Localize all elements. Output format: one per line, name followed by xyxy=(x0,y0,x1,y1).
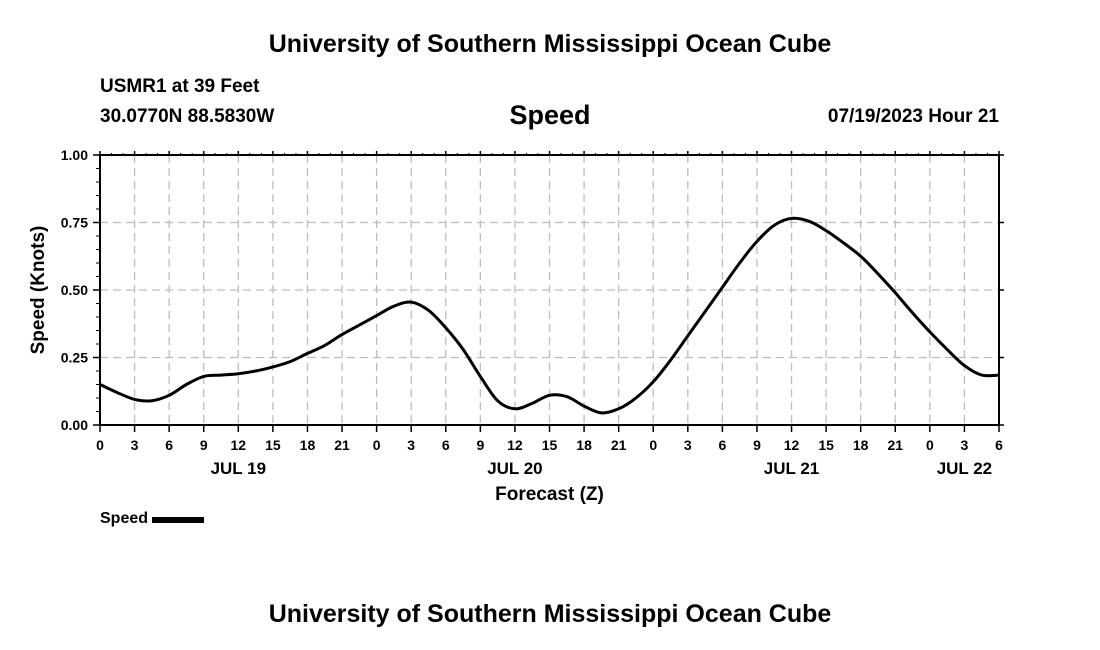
y-tick-label: 0.75 xyxy=(61,215,88,231)
x-tick-label: 12 xyxy=(231,437,247,453)
x-tick-label: 3 xyxy=(684,437,692,453)
y-axis-title: Speed (Knots) xyxy=(28,226,49,355)
x-tick-label: 3 xyxy=(131,437,139,453)
coordinates-label: 30.0770N 88.5830W xyxy=(100,106,275,127)
x-tick-label: 9 xyxy=(476,437,484,453)
x-tick-label: 3 xyxy=(961,437,969,453)
page-title: University of Southern Mississippi Ocean… xyxy=(268,30,832,58)
date-label: JUL 20 xyxy=(487,459,542,478)
forecast-datetime: 07/19/2023 Hour 21 xyxy=(827,106,999,127)
x-tick-label: 0 xyxy=(649,437,657,453)
legend-swatch-speed xyxy=(152,517,205,523)
x-tick-label: 18 xyxy=(853,437,869,453)
x-tick-label: 0 xyxy=(373,437,381,453)
x-tick-label: 6 xyxy=(995,437,1003,453)
grid xyxy=(100,155,999,425)
y-tick-label: 0.25 xyxy=(61,350,88,366)
x-tick-label: 0 xyxy=(926,437,934,453)
x-tick-label: 9 xyxy=(753,437,761,453)
date-label: JUL 22 xyxy=(937,459,992,478)
legend: Speed xyxy=(100,510,205,528)
y-tick-label: 1.00 xyxy=(61,147,88,163)
x-tick-label: 3 xyxy=(407,437,415,453)
x-tick-label: 12 xyxy=(784,437,800,453)
x-tick-label: 9 xyxy=(200,437,208,453)
x-tick-label: 6 xyxy=(165,437,173,453)
x-tick-label: 15 xyxy=(818,437,834,453)
x-tick-label: 18 xyxy=(576,437,592,453)
x-tick-label: 15 xyxy=(265,437,281,453)
y-tick-label: 0.00 xyxy=(61,417,88,433)
x-tick-label: 21 xyxy=(887,437,903,453)
date-label: JUL 19 xyxy=(211,459,266,478)
legend-label-speed: Speed xyxy=(100,510,149,527)
footer-title: University of Southern Mississippi Ocean… xyxy=(268,600,832,628)
axis-ticks xyxy=(93,151,1004,432)
x-tick-label: 21 xyxy=(611,437,627,453)
x-tick-label: 6 xyxy=(718,437,726,453)
chart-title: Speed xyxy=(509,100,591,130)
speed-series-line xyxy=(99,216,1000,415)
x-tick-label: 6 xyxy=(442,437,450,453)
x-tick-label: 0 xyxy=(96,437,104,453)
date-label: JUL 21 xyxy=(764,459,819,478)
x-tick-label: 21 xyxy=(334,437,350,453)
y-tick-label: 0.50 xyxy=(61,282,88,298)
station-label: USMR1 at 39 Feet xyxy=(100,76,260,97)
x-axis-title: Forecast (Z) xyxy=(495,484,604,505)
axis-labels: 0 3 6 9 12 15 18 21 0 3 6 9 12 15 18 21 0 3 6 9 12 15 18 21 0 3 6 0… xyxy=(61,147,1003,478)
x-tick-label: 15 xyxy=(542,437,558,453)
x-tick-label: 18 xyxy=(300,437,316,453)
x-tick-label: 12 xyxy=(507,437,523,453)
